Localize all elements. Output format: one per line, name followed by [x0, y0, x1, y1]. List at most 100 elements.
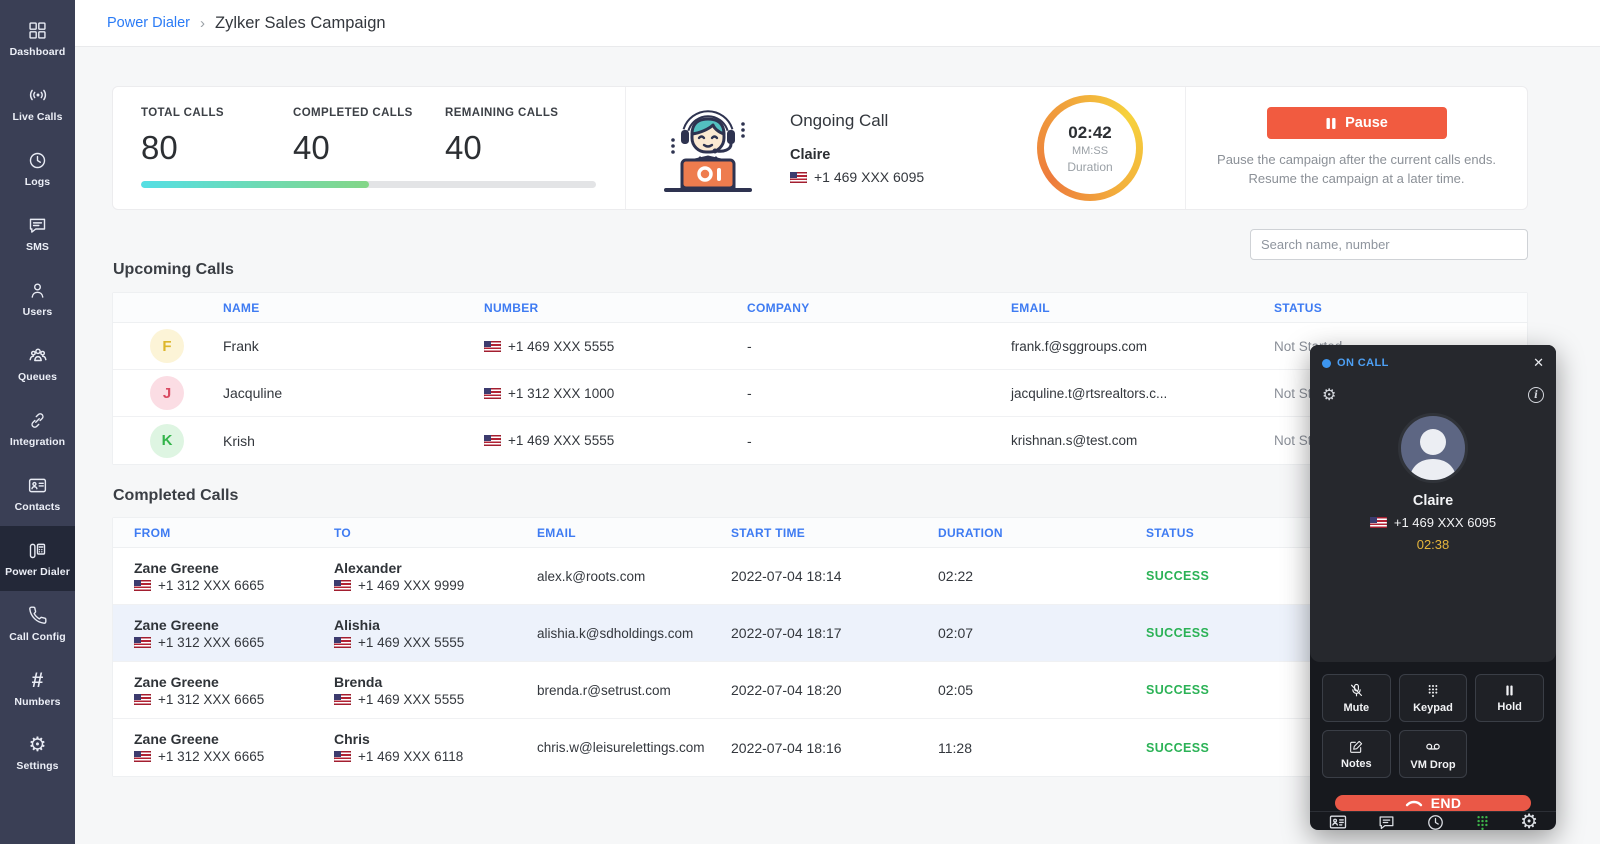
sidebar-item-sms[interactable]: SMS [0, 201, 75, 266]
mute-button[interactable]: Mute [1322, 674, 1391, 722]
sidebar-item-label: Dashboard [10, 46, 66, 58]
ongoing-call-panel: Ongoing Call Claire +1 469 XXX 6095 02:4… [626, 87, 1186, 209]
voicemail-icon [1424, 738, 1442, 756]
sidebar-item-call-config[interactable]: Call Config [0, 591, 75, 656]
top-header: Power Dialer › Zylker Sales Campaign [75, 0, 1600, 47]
end-call-button[interactable]: END [1335, 795, 1531, 811]
hold-label: Hold [1497, 701, 1521, 713]
from-number: +1 312 XXX 6665 [158, 749, 264, 764]
completed-calls-title: Completed Calls [113, 487, 238, 505]
contact-card-icon[interactable] [1328, 812, 1348, 832]
pause-description: Pause the campaign after the current cal… [1217, 151, 1496, 189]
contact-company: - [747, 338, 1011, 354]
sidebar-item-label: Live Calls [12, 111, 62, 123]
call-email: brenda.r@setrust.com [537, 683, 731, 698]
sidebar-item-label: Numbers [14, 696, 60, 708]
mute-label: Mute [1343, 702, 1369, 714]
gear-icon: ⚙ [29, 735, 47, 755]
contact-number: +1 312 XXX 1000 [508, 386, 614, 401]
link-icon [27, 410, 48, 431]
sidebar-item-label: Settings [16, 760, 58, 772]
keypad-label: Keypad [1413, 702, 1453, 714]
call-controls: Mute Keypad Hold Notes VM Drop [1310, 662, 1556, 778]
close-icon[interactable]: ✕ [1533, 355, 1544, 371]
vm-drop-button[interactable]: VM Drop [1399, 730, 1468, 778]
contact-name: Frank [223, 338, 484, 354]
chat-icon[interactable] [1377, 813, 1396, 832]
call-start-time: 2022-07-04 18:16 [731, 740, 938, 756]
to-number: +1 469 XXX 9999 [358, 578, 464, 593]
sidebar: Dashboard Live Calls Logs SMS Users Queu… [0, 0, 75, 844]
caller-avatar [1398, 413, 1468, 483]
stat-value: 80 [141, 129, 293, 167]
contact-company: - [747, 385, 1011, 401]
from-number: +1 312 XXX 6665 [158, 578, 264, 593]
call-widget: ON CALL ✕ ⚙ i Claire +1 469 XXX 6095 02:… [1310, 345, 1556, 830]
stat-label: REMAINING CALLS [445, 107, 597, 119]
call-email: chris.w@leisurelettings.com [537, 740, 731, 755]
stat-label: COMPLETED CALLS [293, 107, 445, 119]
breadcrumb-separator: › [200, 15, 205, 32]
sidebar-item-numbers[interactable]: # Numbers [0, 656, 75, 721]
hash-icon: # [32, 670, 44, 691]
keypad-icon [1425, 683, 1441, 699]
info-icon[interactable]: i [1528, 387, 1544, 403]
call-history-clock-icon[interactable] [1426, 813, 1445, 832]
campaign-summary-card: TOTAL CALLS 80 COMPLETED CALLS 40 REMAIN… [112, 86, 1528, 210]
breadcrumb-parent-link[interactable]: Power Dialer [107, 15, 190, 31]
column-header-name: NAME [223, 301, 484, 315]
call-email: alishia.k@sdholdings.com [537, 626, 731, 641]
notes-button[interactable]: Notes [1322, 730, 1391, 778]
sidebar-item-queues[interactable]: Queues [0, 331, 75, 396]
on-call-status: ON CALL [1322, 357, 1389, 369]
us-flag-icon [134, 751, 151, 762]
call-duration-format: MM:SS [1072, 145, 1108, 157]
hold-button[interactable]: Hold [1475, 674, 1544, 722]
sidebar-item-label: SMS [26, 241, 49, 253]
notes-label: Notes [1341, 758, 1372, 770]
stat-completed-calls: COMPLETED CALLS 40 [293, 107, 445, 167]
widget-gear-icon[interactable]: ⚙ [1520, 812, 1538, 832]
to-name: Chris [334, 731, 370, 747]
widget-settings-gear-icon[interactable]: ⚙ [1322, 385, 1336, 405]
pause-button[interactable]: Pause [1267, 107, 1447, 139]
call-agent-illustration [648, 96, 768, 200]
avatar: F [150, 329, 184, 363]
sidebar-item-label: Queues [18, 371, 57, 383]
broadcast-icon [27, 84, 49, 106]
call-duration: 02:05 [938, 682, 1146, 698]
sidebar-item-users[interactable]: Users [0, 266, 75, 331]
contact-email: krishnan.s@test.com [1011, 433, 1274, 448]
search-input[interactable] [1250, 229, 1528, 260]
sidebar-item-dashboard[interactable]: Dashboard [0, 6, 75, 71]
us-flag-icon [134, 694, 151, 705]
sidebar-item-live-calls[interactable]: Live Calls [0, 71, 75, 136]
to-number: +1 469 XXX 5555 [358, 692, 464, 707]
pause-icon [1325, 117, 1337, 130]
end-call-label: END [1431, 795, 1461, 811]
sidebar-item-settings[interactable]: ⚙ Settings [0, 721, 75, 786]
to-number: +1 469 XXX 6118 [358, 749, 463, 764]
user-icon [27, 280, 48, 301]
upcoming-calls-header-row: NAME NUMBER COMPANY EMAIL STATUS [113, 293, 1527, 323]
sidebar-item-logs[interactable]: Logs [0, 136, 75, 201]
us-flag-icon [134, 580, 151, 591]
contact-number: +1 469 XXX 5555 [508, 339, 614, 354]
widget-caller-number: +1 469 XXX 6095 [1394, 515, 1496, 530]
call-start-time: 2022-07-04 18:17 [731, 625, 938, 641]
sidebar-item-integration[interactable]: Integration [0, 396, 75, 461]
dialpad-icon[interactable] [1474, 814, 1491, 831]
from-number: +1 312 XXX 6665 [158, 692, 264, 707]
us-flag-icon [484, 435, 501, 446]
call-duration: 02:22 [938, 568, 1146, 584]
on-call-label: ON CALL [1337, 357, 1389, 369]
sidebar-item-power-dialer[interactable]: Power Dialer [0, 526, 75, 591]
column-header-email: EMAIL [1011, 301, 1274, 315]
sidebar-item-contacts[interactable]: Contacts [0, 461, 75, 526]
to-number: +1 469 XXX 5555 [358, 635, 464, 650]
call-start-time: 2022-07-04 18:14 [731, 568, 938, 584]
from-name: Zane Greene [134, 731, 219, 747]
call-duration-caption: Duration [1067, 160, 1112, 174]
keypad-button[interactable]: Keypad [1399, 674, 1468, 722]
us-flag-icon [1370, 517, 1387, 528]
